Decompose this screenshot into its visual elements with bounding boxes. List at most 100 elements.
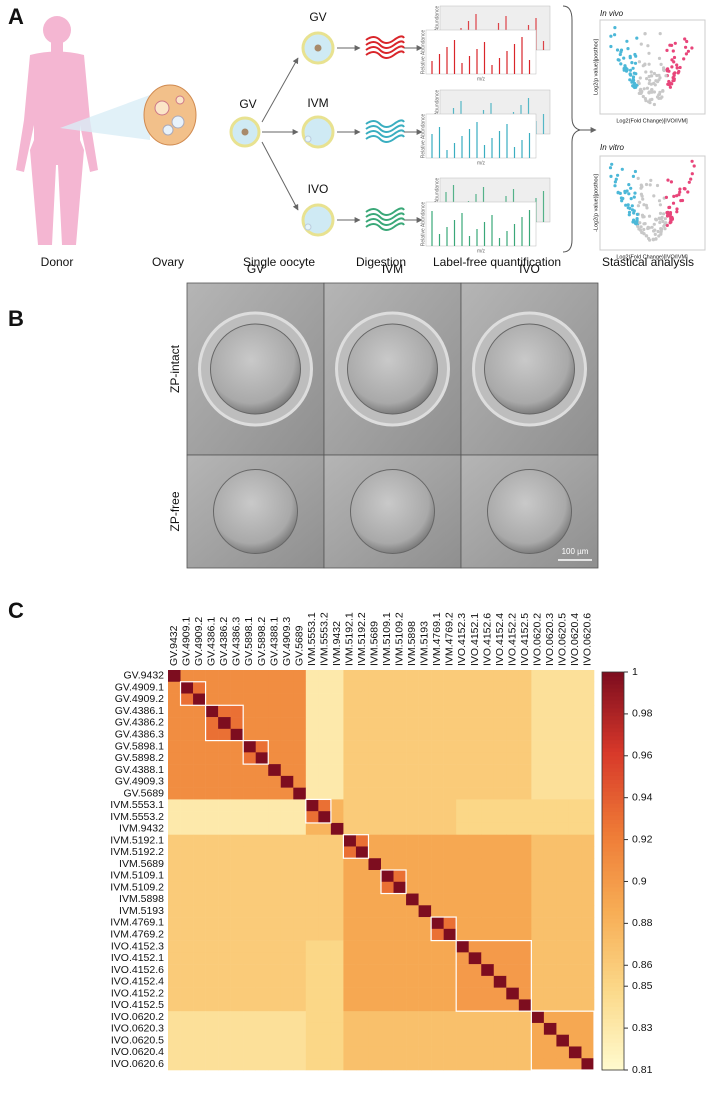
panel-letter: C bbox=[8, 598, 24, 623]
heatmap-cell bbox=[343, 975, 357, 988]
heatmap-cell bbox=[180, 752, 194, 765]
colorbar-frame bbox=[601, 671, 625, 1071]
colorbar-step bbox=[602, 914, 624, 920]
heatmap-cell bbox=[431, 752, 444, 765]
row-label: IVO.4152.1 bbox=[111, 952, 164, 964]
heatmap-cell bbox=[243, 905, 257, 918]
heatmap-cell bbox=[205, 975, 219, 988]
heatmap-cell bbox=[406, 681, 419, 694]
heatmap-cell bbox=[293, 1011, 307, 1024]
heatmap-cell bbox=[168, 728, 181, 741]
heatmap-cell bbox=[406, 775, 419, 788]
heatmap-cell bbox=[456, 858, 470, 871]
heatmap-cell bbox=[230, 964, 244, 977]
heatmap-cell bbox=[268, 940, 282, 953]
heatmap-cell bbox=[431, 811, 444, 824]
peptide bbox=[365, 124, 405, 133]
volcano-point bbox=[622, 56, 626, 60]
heatmap-cell bbox=[443, 952, 457, 965]
volcano-point bbox=[610, 162, 614, 166]
heatmap-cell bbox=[293, 728, 307, 741]
heatmap-cell bbox=[468, 846, 482, 859]
heatmap-cell bbox=[255, 999, 269, 1012]
heatmap-cell bbox=[280, 717, 294, 730]
heatmap-cell bbox=[468, 999, 482, 1012]
heatmap-cell bbox=[268, 870, 282, 883]
volcano-point bbox=[659, 227, 663, 231]
colorbar-step bbox=[602, 974, 624, 979]
heatmap-cell bbox=[230, 940, 244, 953]
volcano-point bbox=[618, 52, 622, 57]
heatmap-cell bbox=[180, 999, 194, 1012]
heatmap-cell bbox=[506, 1046, 520, 1059]
heatmap-cell bbox=[406, 728, 419, 741]
heatmap-cell bbox=[556, 799, 570, 812]
volcano-point bbox=[615, 48, 620, 52]
heatmap-cell bbox=[330, 893, 344, 906]
heatmap-cell bbox=[481, 787, 495, 800]
volcano-point bbox=[655, 73, 659, 78]
heatmap-cell bbox=[556, 1022, 570, 1035]
heatmap-cell bbox=[581, 775, 595, 788]
heatmap-cell bbox=[531, 681, 545, 694]
heatmap-cell bbox=[456, 1022, 470, 1035]
heatmap-cell bbox=[168, 681, 181, 694]
heatmap-cell bbox=[368, 787, 382, 800]
volcano-point bbox=[669, 180, 674, 184]
heatmap-cell bbox=[393, 1022, 407, 1035]
colorbar-label: 0.98 bbox=[632, 708, 653, 720]
heatmap-cell bbox=[456, 928, 470, 941]
heatmap-cell bbox=[581, 940, 595, 953]
heatmap-cell bbox=[468, 858, 482, 871]
heatmap-cell bbox=[205, 1058, 219, 1071]
heatmap-cell bbox=[355, 693, 369, 706]
heatmap-cell bbox=[443, 799, 457, 812]
volcano-point bbox=[609, 174, 613, 178]
volcano-point bbox=[633, 84, 637, 88]
heatmap-cell bbox=[330, 987, 344, 1000]
heatmap-cell bbox=[218, 787, 231, 800]
heatmap-cell bbox=[468, 693, 482, 706]
heatmap-cell bbox=[443, 870, 457, 883]
heatmap-cell bbox=[531, 928, 545, 941]
heatmap-cell bbox=[280, 870, 294, 883]
heatmap-cell bbox=[168, 705, 181, 718]
colorbar-label: 1 bbox=[632, 666, 638, 678]
heatmap-cell bbox=[268, 1058, 282, 1071]
spectrum-x-label: m/z bbox=[477, 248, 486, 254]
heatmap-cell bbox=[230, 846, 244, 859]
heatmap-cell bbox=[180, 799, 194, 812]
heatmap-cell bbox=[456, 752, 470, 765]
heatmap-cell bbox=[268, 693, 282, 706]
peptide bbox=[365, 50, 405, 59]
heatmap-cell bbox=[381, 1046, 394, 1059]
heatmap-cell bbox=[368, 964, 382, 977]
column-label: GV.4909.3 bbox=[281, 617, 293, 666]
peptide bbox=[365, 217, 405, 226]
heatmap-cell bbox=[293, 705, 307, 718]
heatmap-cell bbox=[180, 822, 194, 835]
heatmap-cell bbox=[518, 893, 532, 906]
heatmap-cell bbox=[406, 1046, 419, 1059]
volcano-point bbox=[635, 36, 639, 40]
heatmap-cell bbox=[381, 905, 394, 918]
heatmap-cell bbox=[393, 740, 407, 753]
heatmap-cell bbox=[368, 670, 382, 683]
heatmap-cell bbox=[481, 870, 495, 883]
oocyte bbox=[213, 469, 298, 554]
heatmap-cell bbox=[230, 858, 244, 871]
heatmap-cell bbox=[518, 822, 532, 835]
heatmap-cell bbox=[255, 987, 269, 1000]
volcano-point bbox=[690, 46, 694, 50]
heatmap-cell bbox=[368, 1046, 382, 1059]
colorbar-step bbox=[602, 803, 624, 808]
heatmap-cell bbox=[205, 775, 219, 788]
heatmap-cell bbox=[305, 1011, 319, 1024]
heatmap-cell bbox=[193, 881, 206, 894]
heatmap-cell bbox=[493, 858, 507, 871]
colorbar-step bbox=[602, 791, 624, 796]
heatmap-cell bbox=[581, 999, 595, 1012]
volcano-point bbox=[664, 195, 669, 199]
volcano-point bbox=[637, 60, 642, 64]
heatmap-cell bbox=[518, 999, 532, 1012]
